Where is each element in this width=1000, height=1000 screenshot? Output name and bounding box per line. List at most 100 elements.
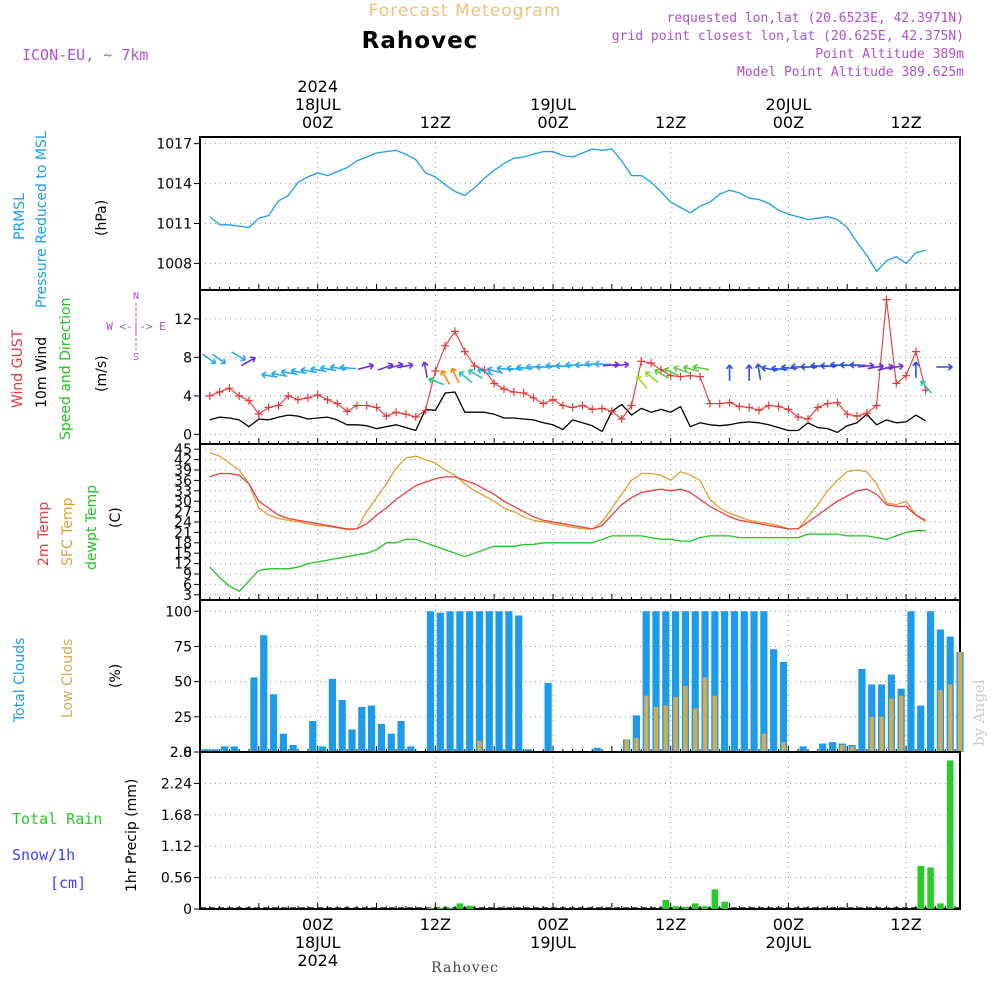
- wind-arrow: [486, 366, 504, 374]
- wind-arrow-shape: [761, 364, 778, 372]
- wind-arrow-shape: [231, 351, 247, 362]
- rain-bar: [436, 907, 444, 909]
- wind-arrow-shape: [663, 367, 680, 377]
- wind-arrow-shape: [496, 364, 514, 373]
- rain-bar: [456, 903, 464, 909]
- model-altitude: Model Point Altitude 389.625m: [737, 65, 964, 80]
- bottom-hour-label: 12Z: [420, 915, 451, 934]
- wind-arrow-shape: [936, 363, 953, 371]
- cloud-unit: (%): [108, 664, 124, 688]
- gust-marker: [804, 414, 812, 423]
- dewpt-label: dewpt Temp: [84, 485, 100, 570]
- gust-marker: [284, 391, 293, 400]
- wind-arrow-shape: [635, 375, 648, 389]
- gust-marker: [872, 401, 881, 410]
- total-cloud-bar: [721, 611, 729, 752]
- gust-marker: [558, 401, 567, 410]
- low-cloud-bar: [477, 740, 482, 752]
- y-tick-label: 1008: [156, 256, 192, 272]
- wind-arrow: [936, 363, 953, 371]
- gust-marker: [647, 359, 656, 368]
- wind-arrow: [682, 364, 700, 373]
- top-date-label: 20JUL: [766, 95, 812, 114]
- wind-arrow: [612, 361, 630, 369]
- total-cloud-bar: [220, 746, 229, 752]
- wind-arrow-shape: [486, 366, 504, 374]
- wind-arrow: [849, 361, 867, 369]
- total-cloud-bar: [446, 611, 454, 752]
- y-tick-label: 24: [174, 515, 192, 531]
- gust-marker: [323, 395, 332, 404]
- wind-arrow: [635, 375, 648, 389]
- total-cloud-bar: [475, 611, 484, 752]
- gust-marker: [519, 388, 528, 397]
- total-cloud-bar: [740, 611, 748, 752]
- low-cloud-bar: [702, 677, 708, 752]
- wind-arrow: [920, 380, 933, 394]
- wind-arrow-shape: [692, 363, 710, 371]
- gust-marker: [549, 395, 558, 404]
- snow-label: Snow/1h: [12, 846, 75, 864]
- total-cloud-bar: [368, 705, 376, 752]
- wind-arrow: [745, 364, 753, 381]
- wind-unit: (m/s): [94, 355, 110, 392]
- wind-arrow: [594, 360, 612, 368]
- direction-label: Speed and Direction: [58, 298, 74, 440]
- wind-arrow-shape: [290, 367, 308, 375]
- gust-marker: [764, 401, 773, 410]
- rain-bar: [691, 903, 699, 909]
- wind-arrow: [201, 353, 217, 365]
- product-title: Forecast Meteogram: [369, 1, 562, 21]
- gust-marker: [686, 371, 695, 380]
- wind-arrow: [725, 364, 734, 381]
- total-cloud-bar: [505, 611, 513, 752]
- wind-arrow-shape: [396, 361, 414, 370]
- pressure-labels: PRMSL Pressure Reduced to MSL (hPa): [12, 131, 110, 308]
- total-cloud-bar: [260, 635, 268, 752]
- gust-marker: [843, 410, 852, 419]
- y-tick-label: 36: [174, 473, 192, 489]
- gust-marker: [725, 398, 734, 407]
- wind-label: 10m Wind: [34, 337, 50, 408]
- gust-marker: [637, 357, 646, 366]
- gust-marker: [754, 406, 763, 415]
- top-date-label: 18JUL: [295, 95, 341, 114]
- requested-coords: requested lon,lat (20.6523E, 42.3971N): [667, 11, 964, 26]
- total-cloud-bar: [652, 611, 660, 752]
- y-tick-label: 8: [183, 350, 192, 366]
- gust-marker: [774, 402, 783, 411]
- gust-marker: [627, 401, 636, 410]
- wind-arrow: [339, 364, 357, 372]
- wind-arrow-shape: [594, 360, 612, 368]
- wind-arrow-shape: [440, 369, 451, 385]
- total-cloud-bar: [358, 706, 366, 752]
- gust-marker: [892, 379, 901, 388]
- wind-arrow-shape: [516, 364, 533, 372]
- total-cloud-bar: [681, 611, 690, 752]
- wind-arrow: [644, 371, 659, 384]
- total-cloud-bar: [711, 611, 719, 752]
- y-tick-label: 3: [183, 588, 192, 604]
- gust-marker: [362, 401, 371, 410]
- point-altitude: Point Altitude 389m: [815, 47, 964, 62]
- wind-arrow: [506, 364, 523, 373]
- gust-marker: [343, 407, 352, 416]
- low-cloud-bar: [938, 690, 943, 752]
- gust-marker: [598, 404, 607, 413]
- wind-arrow-shape: [754, 363, 762, 380]
- gust-marker: [794, 413, 803, 422]
- bottom-hour-label: 00Z: [773, 915, 804, 934]
- total-cloud-bar: [397, 721, 405, 752]
- wind-arrow: [535, 363, 553, 371]
- top-hour-label: 12Z: [890, 113, 921, 132]
- wind-arrow-shape: [421, 361, 429, 378]
- wind-arrow-shape: [310, 365, 327, 373]
- total-cloud-bar: [524, 749, 533, 752]
- wind-arrow-shape: [450, 367, 460, 384]
- model-label: ICON-EU, ~ 7km: [22, 46, 148, 64]
- gust-marker: [450, 327, 459, 336]
- footer-location: Rahovec: [431, 960, 499, 976]
- wind-arrow-shape: [800, 363, 818, 371]
- low-cloud-bar: [898, 695, 904, 752]
